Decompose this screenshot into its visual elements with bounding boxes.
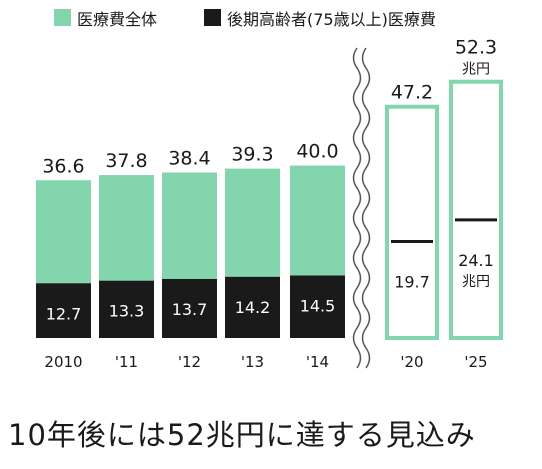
axis-break-mark (352, 47, 371, 369)
bar-total-0 (36, 180, 91, 284)
bar-total-3 (225, 168, 280, 277)
legend-label-elderly: 後期高齢者(75歳以上)医療費 (227, 10, 436, 29)
legend-swatch-total (54, 9, 71, 26)
legend-swatch-elderly (204, 9, 221, 26)
bar-elderly-3 (225, 276, 280, 338)
total-label-1: 37.8 (105, 150, 147, 172)
axis-break-line-left (352, 47, 362, 369)
x-tick-label-6: '25 (464, 353, 487, 371)
axis-break-line-right (361, 47, 371, 369)
total-label-5: 47.2 (391, 82, 433, 104)
elderly-label-1: 13.3 (109, 302, 145, 321)
x-tick-label-4: '14 (306, 353, 329, 371)
bar-elderly-0 (36, 283, 91, 338)
elderly-label-0: 12.7 (46, 304, 82, 323)
legend-label-total: 医療費全体 (77, 10, 157, 29)
total-label-6: 52.3 (455, 37, 497, 59)
x-tick-label-0: 2010 (44, 353, 82, 371)
bar-total-1 (99, 175, 154, 281)
elderly-label-3: 14.2 (235, 298, 271, 317)
elderly-label-4: 14.5 (300, 297, 336, 316)
total-label-2: 38.4 (168, 147, 210, 169)
bar-elderly-4 (290, 275, 345, 338)
total-unit-label-6: 兆円 (462, 62, 490, 78)
total-label-3: 39.3 (231, 144, 273, 166)
bar-total-2 (162, 172, 217, 279)
elderly-label-6: 24.1 (458, 251, 494, 270)
bars-layer: 12.7 36.6 2010 13.3 37.8 '11 13.7 38.4 '12 14.2 39… (36, 37, 503, 371)
legend: 医療費全体 後期高齢者(75歳以上)医療費 (54, 9, 436, 29)
chart-caption: 10年後には52兆円に達する見込み (8, 418, 476, 452)
x-tick-label-2: '12 (178, 353, 201, 371)
elderly-label-5: 19.7 (394, 272, 430, 291)
x-tick-label-5: '20 (400, 353, 423, 371)
bar-elderly-1 (99, 280, 154, 338)
elderly-label-2: 13.7 (172, 300, 208, 319)
elderly-unit-label-6: 兆円 (462, 274, 490, 290)
total-label-4: 40.0 (296, 141, 338, 163)
x-tick-label-1: '11 (115, 353, 138, 371)
bar-projected-5 (385, 104, 439, 340)
total-label-0: 36.6 (42, 155, 84, 177)
medical-cost-chart: 医療費全体 後期高齢者(75歳以上)医療費 12.7 36.6 2010 13.3 37… (36, 9, 503, 371)
bar-elderly-2 (162, 278, 217, 338)
bar-projected-6 (449, 79, 503, 340)
bar-total-4 (290, 165, 345, 276)
x-tick-label-3: '13 (241, 353, 264, 371)
